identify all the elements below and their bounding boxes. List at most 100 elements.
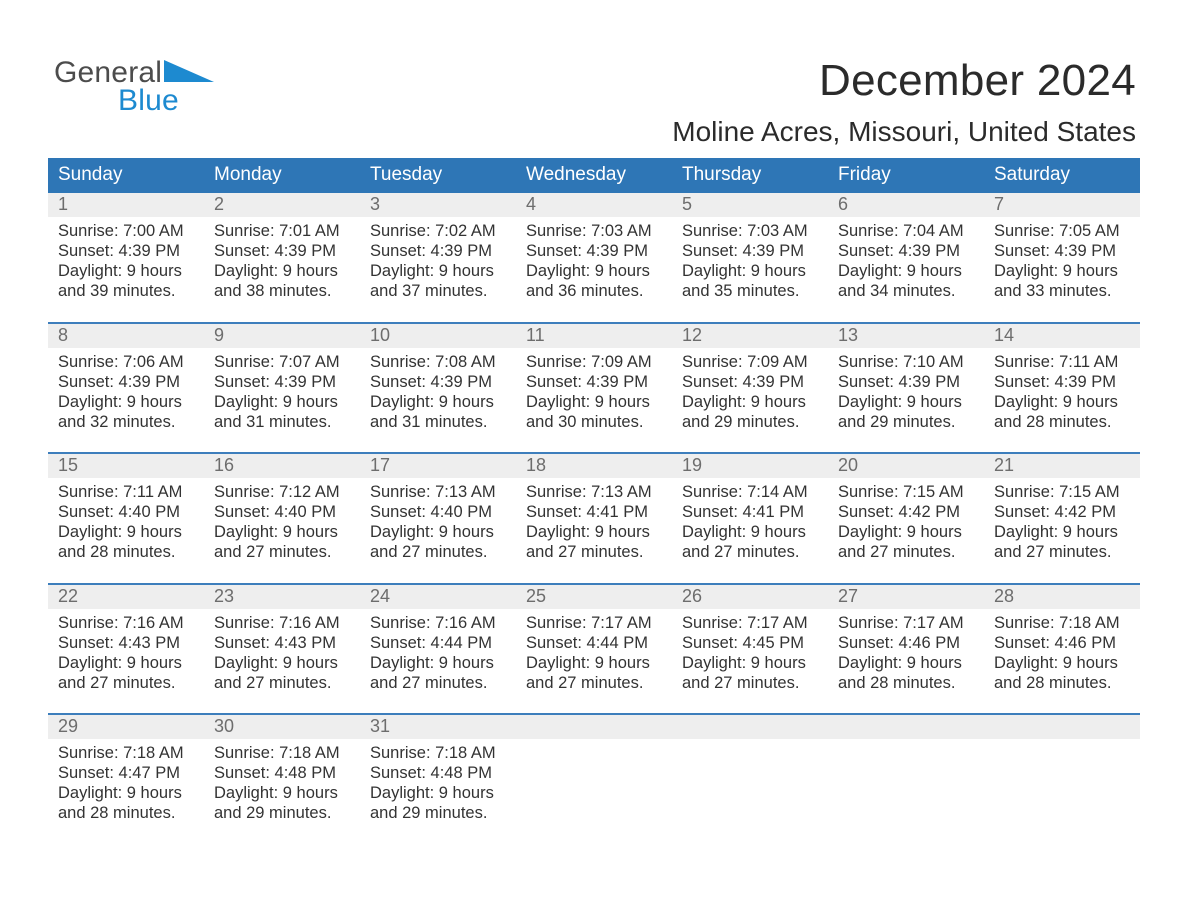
daylight-line: Daylight: 9 hours and 27 minutes. — [58, 653, 194, 693]
day-content-row: Sunrise: 7:16 AMSunset: 4:43 PMDaylight:… — [48, 609, 1140, 696]
sunrise-line: Sunrise: 7:16 AM — [58, 613, 194, 633]
sunset-line: Sunset: 4:43 PM — [214, 633, 350, 653]
day-number: 17 — [360, 454, 516, 478]
sunset-line: Sunset: 4:47 PM — [58, 763, 194, 783]
day-number: 18 — [516, 454, 672, 478]
day-number: 12 — [672, 324, 828, 348]
sunset-line: Sunset: 4:39 PM — [682, 241, 818, 261]
dow-sunday: Sunday — [48, 158, 204, 193]
day-content-row: Sunrise: 7:11 AMSunset: 4:40 PMDaylight:… — [48, 478, 1140, 565]
daylight-line: Daylight: 9 hours and 39 minutes. — [58, 261, 194, 301]
sunset-line: Sunset: 4:39 PM — [838, 241, 974, 261]
daylight-line: Daylight: 9 hours and 28 minutes. — [58, 522, 194, 562]
sunrise-line: Sunrise: 7:14 AM — [682, 482, 818, 502]
sunrise-line: Sunrise: 7:18 AM — [370, 743, 506, 763]
daylight-line: Daylight: 9 hours and 28 minutes. — [994, 392, 1130, 432]
dow-monday: Monday — [204, 158, 360, 193]
day-cell: Sunrise: 7:10 AMSunset: 4:39 PMDaylight:… — [828, 348, 984, 435]
page-title: December 2024 — [819, 56, 1136, 106]
day-number: 27 — [828, 585, 984, 609]
day-number: 29 — [48, 715, 204, 739]
sunset-line: Sunset: 4:44 PM — [526, 633, 662, 653]
sunset-line: Sunset: 4:39 PM — [370, 372, 506, 392]
daylight-line: Daylight: 9 hours and 31 minutes. — [370, 392, 506, 432]
day-cell: Sunrise: 7:16 AMSunset: 4:43 PMDaylight:… — [48, 609, 204, 696]
sunset-line: Sunset: 4:43 PM — [58, 633, 194, 653]
dow-friday: Friday — [828, 158, 984, 193]
dow-wednesday: Wednesday — [516, 158, 672, 193]
sunset-line: Sunset: 4:44 PM — [370, 633, 506, 653]
day-cell: Sunrise: 7:13 AMSunset: 4:41 PMDaylight:… — [516, 478, 672, 565]
logo-text-blue: Blue — [118, 84, 179, 117]
sunset-line: Sunset: 4:48 PM — [370, 763, 506, 783]
sunset-line: Sunset: 4:39 PM — [58, 241, 194, 261]
day-cell: Sunrise: 7:05 AMSunset: 4:39 PMDaylight:… — [984, 217, 1140, 304]
day-cell: Sunrise: 7:11 AMSunset: 4:39 PMDaylight:… — [984, 348, 1140, 435]
sunset-line: Sunset: 4:39 PM — [526, 372, 662, 392]
sunset-line: Sunset: 4:45 PM — [682, 633, 818, 653]
daylight-line: Daylight: 9 hours and 27 minutes. — [214, 522, 350, 562]
daylight-line: Daylight: 9 hours and 29 minutes. — [682, 392, 818, 432]
day-number: 9 — [204, 324, 360, 348]
daylight-line: Daylight: 9 hours and 27 minutes. — [682, 653, 818, 693]
page: General Blue December 2024 Moline Acres,… — [0, 0, 1188, 918]
sunset-line: Sunset: 4:39 PM — [214, 241, 350, 261]
sunset-line: Sunset: 4:39 PM — [838, 372, 974, 392]
sunset-line: Sunset: 4:46 PM — [838, 633, 974, 653]
day-number: 22 — [48, 585, 204, 609]
day-number: 30 — [204, 715, 360, 739]
daylight-line: Daylight: 9 hours and 36 minutes. — [526, 261, 662, 301]
daylight-line: Daylight: 9 hours and 38 minutes. — [214, 261, 350, 301]
sunset-line: Sunset: 4:41 PM — [526, 502, 662, 522]
day-number: 2 — [204, 193, 360, 217]
day-number: 31 — [360, 715, 516, 739]
day-content-row: Sunrise: 7:00 AMSunset: 4:39 PMDaylight:… — [48, 217, 1140, 304]
day-number: 21 — [984, 454, 1140, 478]
day-cell — [516, 739, 672, 826]
day-cell: Sunrise: 7:12 AMSunset: 4:40 PMDaylight:… — [204, 478, 360, 565]
day-number: 24 — [360, 585, 516, 609]
sunrise-line: Sunrise: 7:12 AM — [214, 482, 350, 502]
sunrise-line: Sunrise: 7:11 AM — [58, 482, 194, 502]
day-cell — [828, 739, 984, 826]
day-cell: Sunrise: 7:08 AMSunset: 4:39 PMDaylight:… — [360, 348, 516, 435]
sunrise-line: Sunrise: 7:06 AM — [58, 352, 194, 372]
day-number: 26 — [672, 585, 828, 609]
day-cell: Sunrise: 7:15 AMSunset: 4:42 PMDaylight:… — [984, 478, 1140, 565]
sunrise-line: Sunrise: 7:05 AM — [994, 221, 1130, 241]
daylight-line: Daylight: 9 hours and 37 minutes. — [370, 261, 506, 301]
day-cell: Sunrise: 7:03 AMSunset: 4:39 PMDaylight:… — [516, 217, 672, 304]
day-number: 16 — [204, 454, 360, 478]
sunset-line: Sunset: 4:42 PM — [994, 502, 1130, 522]
sunrise-line: Sunrise: 7:11 AM — [994, 352, 1130, 372]
sunrise-line: Sunrise: 7:01 AM — [214, 221, 350, 241]
brand-logo: General Blue — [54, 58, 214, 116]
sunset-line: Sunset: 4:39 PM — [58, 372, 194, 392]
day-cell: Sunrise: 7:16 AMSunset: 4:44 PMDaylight:… — [360, 609, 516, 696]
weeks-container: 1234567Sunrise: 7:00 AMSunset: 4:39 PMDa… — [48, 193, 1140, 826]
day-number-row: 891011121314 — [48, 324, 1140, 348]
daylight-line: Daylight: 9 hours and 28 minutes. — [58, 783, 194, 823]
day-number: 23 — [204, 585, 360, 609]
day-cell: Sunrise: 7:18 AMSunset: 4:47 PMDaylight:… — [48, 739, 204, 826]
sunrise-line: Sunrise: 7:18 AM — [994, 613, 1130, 633]
sunset-line: Sunset: 4:40 PM — [214, 502, 350, 522]
day-number: 11 — [516, 324, 672, 348]
day-cell — [672, 739, 828, 826]
day-number: 20 — [828, 454, 984, 478]
day-of-week-header: Sunday Monday Tuesday Wednesday Thursday… — [48, 158, 1140, 193]
daylight-line: Daylight: 9 hours and 27 minutes. — [370, 653, 506, 693]
sunrise-line: Sunrise: 7:13 AM — [370, 482, 506, 502]
sunset-line: Sunset: 4:39 PM — [994, 241, 1130, 261]
day-cell: Sunrise: 7:04 AMSunset: 4:39 PMDaylight:… — [828, 217, 984, 304]
day-cell: Sunrise: 7:14 AMSunset: 4:41 PMDaylight:… — [672, 478, 828, 565]
sunrise-line: Sunrise: 7:18 AM — [214, 743, 350, 763]
sunset-line: Sunset: 4:39 PM — [994, 372, 1130, 392]
day-number-row: 15161718192021 — [48, 454, 1140, 478]
day-number: 5 — [672, 193, 828, 217]
daylight-line: Daylight: 9 hours and 28 minutes. — [838, 653, 974, 693]
sunset-line: Sunset: 4:46 PM — [994, 633, 1130, 653]
day-cell: Sunrise: 7:16 AMSunset: 4:43 PMDaylight:… — [204, 609, 360, 696]
daylight-line: Daylight: 9 hours and 27 minutes. — [526, 653, 662, 693]
sunset-line: Sunset: 4:48 PM — [214, 763, 350, 783]
